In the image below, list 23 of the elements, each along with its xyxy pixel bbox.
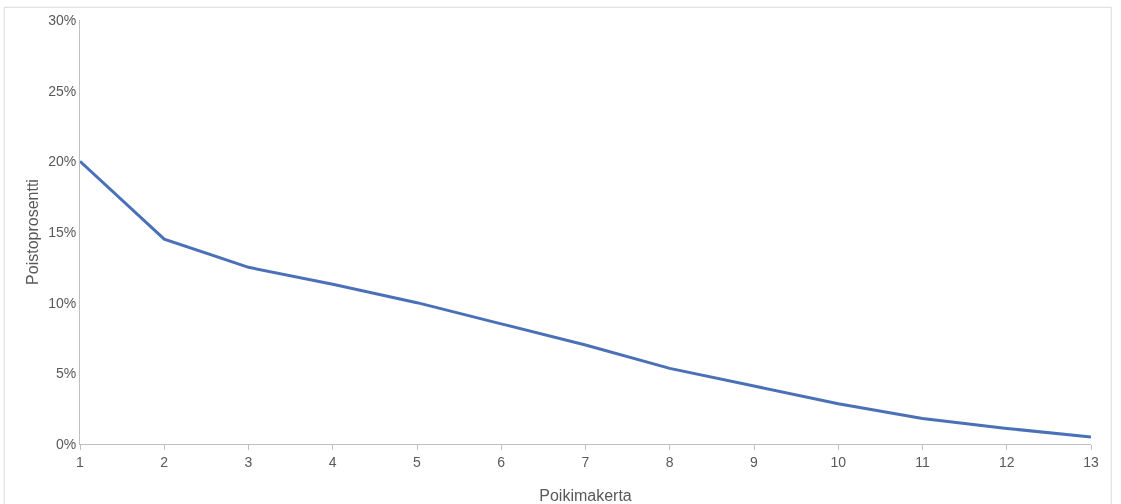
x-tick-label: 11 (915, 453, 930, 470)
y-tick-label: 10% (48, 294, 77, 311)
x-tick-label: 6 (497, 453, 506, 470)
x-axis-title: Poikimakerta (539, 487, 632, 504)
x-tick-label: 12 (998, 453, 1015, 470)
x-tick-label: 9 (750, 453, 759, 470)
x-tick-label: 5 (413, 453, 422, 470)
y-tick-label: 30% (48, 11, 77, 28)
y-tick-label: 5% (55, 365, 77, 382)
y-tick-label: 0% (55, 435, 77, 452)
x-tick-label: 4 (328, 453, 337, 470)
y-tick-label: 20% (48, 153, 77, 170)
x-tick-label: 13 (1083, 453, 1099, 470)
line-series (80, 159, 1091, 439)
y-tick-label: 25% (48, 82, 77, 99)
x-tick-label: 1 (76, 453, 85, 470)
x-tick-label: 3 (244, 453, 253, 470)
y-tick-label: 15% (48, 223, 77, 240)
x-tick-label: 2 (160, 453, 169, 470)
x-tick-label: 8 (665, 453, 674, 470)
x-tick-label: 7 (581, 453, 590, 470)
x-tick-label: 10 (830, 453, 847, 470)
y-axis-title: Poistoprosentti (24, 179, 41, 285)
